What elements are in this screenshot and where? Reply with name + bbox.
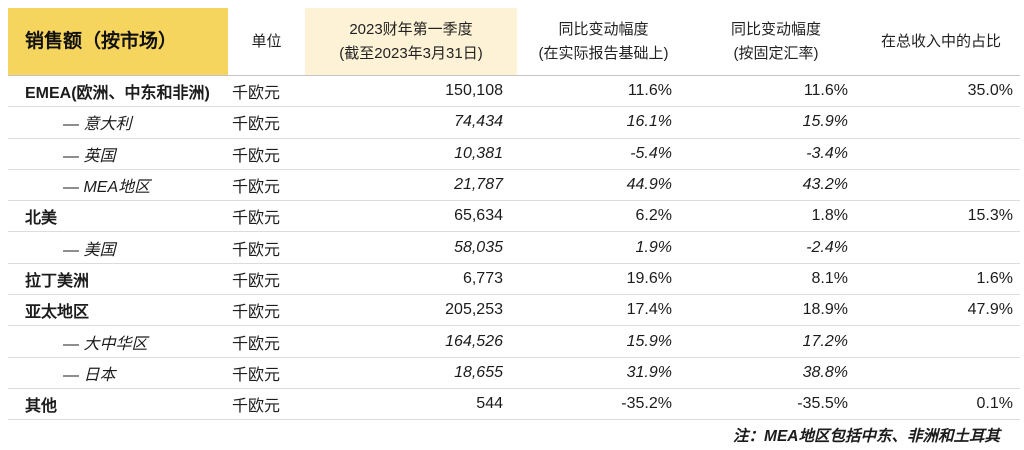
unit-cell: 千欧元 xyxy=(232,179,281,197)
yoy-constant-fx-column-header: 同比变动幅度 (按固定汇率) xyxy=(690,8,862,75)
table-row: — 意大利 千欧元 74,434 16.1% 15.9% xyxy=(8,107,1020,139)
revenue-share-cell: 1.6% xyxy=(976,269,1013,287)
sales-cell: 6,773 xyxy=(462,269,503,287)
market-cell: — MEA地区 xyxy=(63,179,151,197)
yoy-reported-column-header-title: 同比变动幅度 xyxy=(558,20,649,38)
table-row: — 美国 千欧元 58,035 1.9% -2.4% xyxy=(8,232,1020,264)
revenue-share-column-header: 在总收入中的占比 xyxy=(862,8,1020,75)
yoy-constant-fx-cell: -2.4% xyxy=(806,238,848,256)
table-row: 亚太地区 千欧元 205,253 17.4% 18.9% 47.9% xyxy=(8,295,1020,327)
table-header-row: 销售额（按市场） 单位 2023财年第一季度 (截至2023年3月31日) 同比… xyxy=(8,8,1020,76)
revenue-share-cell xyxy=(862,107,1020,137)
yoy-reported-cell: -5.4% xyxy=(630,144,672,162)
market-cell: — 日本 xyxy=(63,366,116,384)
market-cell: 北美 xyxy=(25,210,58,228)
yoy-constant-fx-cell: 18.9% xyxy=(802,301,848,319)
sales-cell: 21,787 xyxy=(454,176,503,194)
yoy-constant-fx-cell: 43.2% xyxy=(802,176,848,194)
yoy-reported-cell: 16.1% xyxy=(626,113,672,131)
unit-cell: 千欧元 xyxy=(232,210,281,228)
revenue-share-cell: 15.3% xyxy=(967,207,1013,225)
unit-column-header-label: 单位 xyxy=(251,32,282,50)
yoy-constant-fx-cell: 17.2% xyxy=(802,332,848,350)
revenue-share-cell: 35.0% xyxy=(967,82,1013,100)
yoy-reported-cell: 17.4% xyxy=(626,301,672,319)
unit-cell: 千欧元 xyxy=(232,241,281,259)
market-cell: — 美国 xyxy=(63,241,116,259)
market-cell: EMEA(欧洲、中东和非洲) xyxy=(25,85,210,103)
yoy-constant-fx-cell: 15.9% xyxy=(802,113,848,131)
sales-column-header-title: 2023财年第一季度 xyxy=(349,20,473,38)
table-row: — 日本 千欧元 18,655 31.9% 38.8% xyxy=(8,358,1020,389)
sales-cell: 544 xyxy=(476,395,503,413)
revenue-share-cell: 47.9% xyxy=(967,301,1013,319)
market-cell: — 大中华区 xyxy=(63,335,148,353)
sales-cell: 205,253 xyxy=(445,301,503,319)
sales-cell: 74,434 xyxy=(454,113,503,131)
market-cell: 其他 xyxy=(25,398,58,416)
unit-cell: 千欧元 xyxy=(232,147,281,165)
yoy-reported-cell: 19.6% xyxy=(626,269,672,287)
yoy-reported-column-header: 同比变动幅度 (在实际报告基础上) xyxy=(517,8,690,75)
yoy-reported-cell: 31.9% xyxy=(626,363,672,381)
unit-cell: 千欧元 xyxy=(232,398,281,416)
yoy-constant-fx-cell: -3.4% xyxy=(806,144,848,162)
revenue-share-cell xyxy=(862,326,1020,356)
unit-cell: 千欧元 xyxy=(232,366,281,384)
yoy-constant-fx-cell: 11.6% xyxy=(803,82,848,100)
revenue-share-cell xyxy=(862,139,1020,169)
market-column-header: 销售额（按市场） xyxy=(8,8,228,75)
table-row: 拉丁美洲 千欧元 6,773 19.6% 8.1% 1.6% xyxy=(8,264,1020,296)
sales-cell: 164,526 xyxy=(445,332,503,350)
yoy-reported-cell: 6.2% xyxy=(635,207,672,225)
yoy-constant-fx-cell: 38.8% xyxy=(802,363,848,381)
yoy-reported-cell: 11.6% xyxy=(627,82,672,100)
yoy-constant-fx-column-header-subtitle: (按固定汇率) xyxy=(733,44,819,62)
sales-by-market-table: 销售额（按市场） 单位 2023财年第一季度 (截至2023年3月31日) 同比… xyxy=(8,8,1020,421)
market-cell: — 意大利 xyxy=(63,116,132,134)
revenue-share-cell: 0.1% xyxy=(976,395,1013,413)
revenue-share-cell xyxy=(862,232,1020,262)
table-row: — MEA地区 千欧元 21,787 44.9% 43.2% xyxy=(8,170,1020,202)
unit-cell: 千欧元 xyxy=(232,304,281,322)
yoy-reported-column-header-subtitle: (在实际报告基础上) xyxy=(538,44,669,62)
table-footnote: 注：MEA地区包括中东、非洲和土耳其 xyxy=(733,428,1000,445)
unit-cell: 千欧元 xyxy=(232,335,281,353)
table-row: 北美 千欧元 65,634 6.2% 1.8% 15.3% xyxy=(8,201,1020,233)
yoy-constant-fx-cell: 1.8% xyxy=(811,207,848,225)
unit-cell: 千欧元 xyxy=(232,85,281,103)
sales-cell: 58,035 xyxy=(454,238,503,256)
yoy-constant-fx-cell: 8.1% xyxy=(811,269,848,287)
revenue-share-cell xyxy=(862,170,1020,200)
market-column-header-label: 销售额（按市场） xyxy=(25,30,178,52)
yoy-constant-fx-column-header-title: 同比变动幅度 xyxy=(730,20,821,38)
sales-cell: 150,108 xyxy=(445,82,503,100)
unit-column-header: 单位 xyxy=(228,8,305,75)
table-row: — 英国 千欧元 10,381 -5.4% -3.4% xyxy=(8,139,1020,170)
yoy-reported-cell: 44.9% xyxy=(626,176,672,194)
revenue-share-column-header-label: 在总收入中的占比 xyxy=(880,32,1001,50)
sales-cell: 10,381 xyxy=(454,144,503,162)
unit-cell: 千欧元 xyxy=(232,116,281,134)
sales-cell: 65,634 xyxy=(454,207,503,225)
table-row: 其他 千欧元 544 -35.2% -35.5% 0.1% xyxy=(8,389,1020,421)
revenue-share-cell xyxy=(862,358,1020,388)
yoy-reported-cell: 15.9% xyxy=(626,332,672,350)
unit-cell: 千欧元 xyxy=(232,272,281,290)
market-cell: — 英国 xyxy=(63,147,116,165)
yoy-reported-cell: 1.9% xyxy=(635,238,672,256)
market-cell: 拉丁美洲 xyxy=(25,272,90,290)
table-row: — 大中华区 千欧元 164,526 15.9% 17.2% xyxy=(8,326,1020,358)
table-row: EMEA(欧洲、中东和非洲) 千欧元 150,108 11.6% 11.6% 3… xyxy=(8,76,1020,108)
sales-column-header-subtitle: (截至2023年3月31日) xyxy=(339,44,483,62)
sales-column-header: 2023财年第一季度 (截至2023年3月31日) xyxy=(305,8,517,75)
yoy-constant-fx-cell: -35.5% xyxy=(797,395,848,413)
sales-cell: 18,655 xyxy=(454,363,503,381)
yoy-reported-cell: -35.2% xyxy=(621,395,672,413)
market-cell: 亚太地区 xyxy=(25,304,90,322)
